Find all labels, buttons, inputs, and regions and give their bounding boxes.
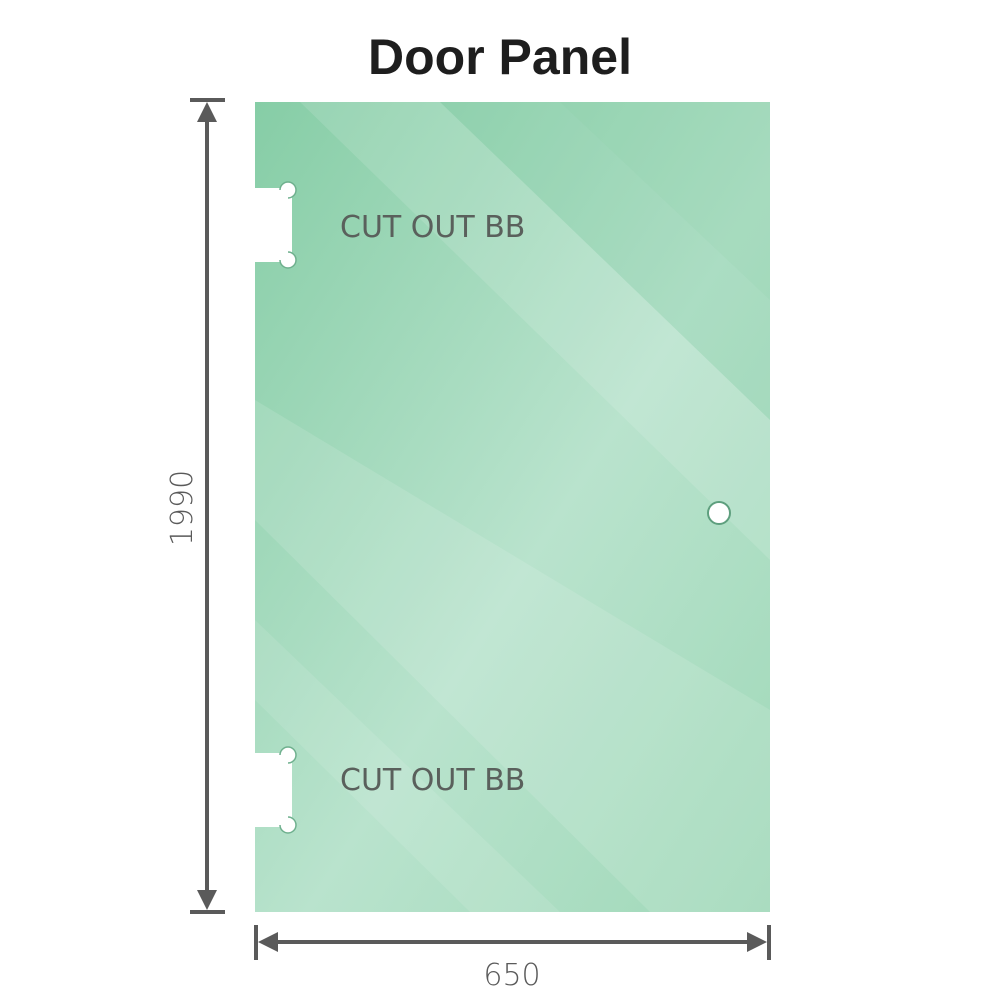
height-label: 1990 (165, 470, 200, 546)
cutout-label-bottom: CUT OUT BB (340, 763, 525, 798)
cutout-label-top: CUT OUT BB (340, 210, 525, 245)
height-dimension-line (190, 98, 225, 914)
handle-hole (707, 501, 731, 525)
diagram-title: Door Panel (368, 29, 632, 85)
glass-panel (255, 102, 770, 912)
width-label: 650 (483, 958, 540, 993)
bottom-cutout (248, 746, 297, 834)
width-dimension-line (254, 925, 771, 960)
top-cutout (248, 181, 297, 269)
